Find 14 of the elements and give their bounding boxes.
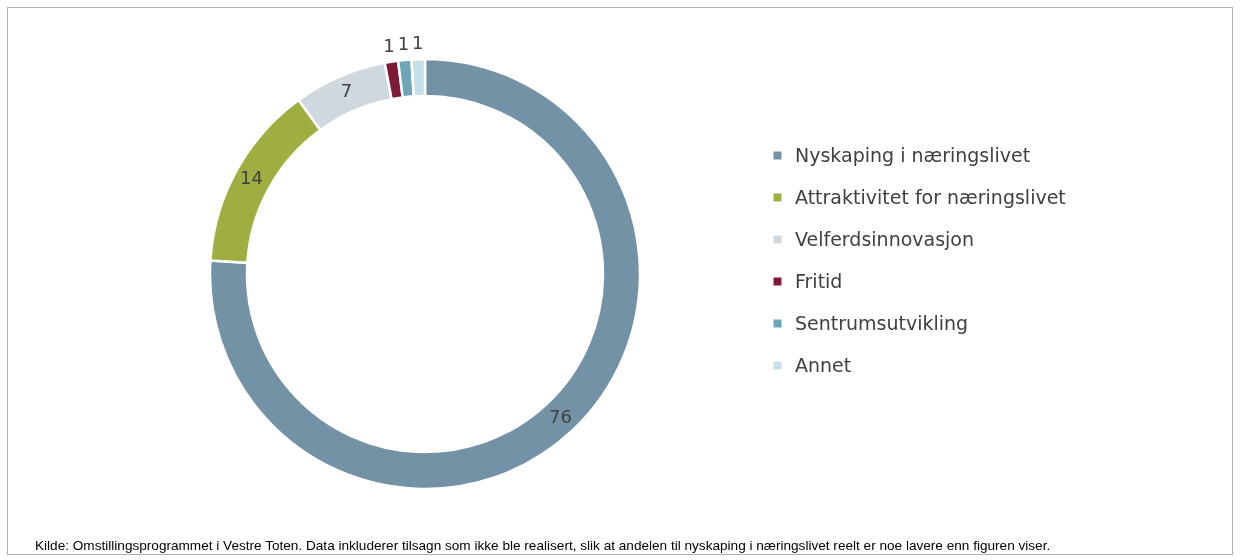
data-label: 7: [340, 80, 353, 102]
text: Kilde: Omstillingsprogrammet i Vestre Toten. Data inkluderer tilsagn som ikke ble realisert, slik at andelen til nyskaping i næringslivet reelt er noe lavere enn figuren viser.: [35, 538, 1051, 553]
legend-label: Velferdsinnovasjon: [795, 227, 975, 250]
legend-label: Annet: [795, 353, 852, 376]
data-label: 1: [383, 34, 395, 56]
data-label: 1: [412, 32, 424, 54]
legend-label: Attraktivitet for næringslivet: [795, 185, 1066, 208]
data-label: 76: [549, 406, 572, 428]
legend-label: Sentrumsutvikling: [795, 311, 969, 334]
data-label: 1: [397, 33, 410, 55]
legend-label: Fritid: [795, 269, 843, 292]
legend-label: Nyskaping i næringslivet: [795, 143, 1031, 166]
donut-slice: [209, 57, 642, 491]
data-label: 14: [240, 166, 263, 188]
